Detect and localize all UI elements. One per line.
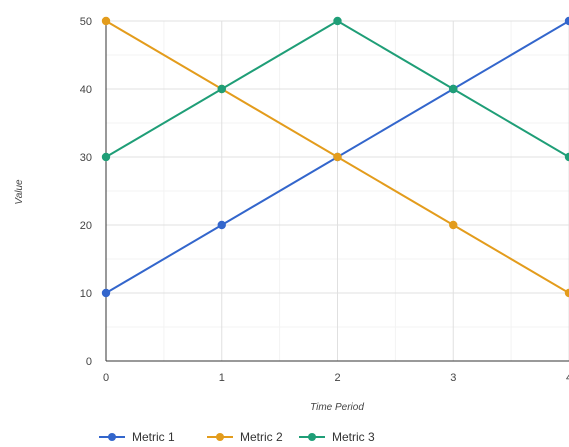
legend-marker: [216, 433, 224, 441]
legend-marker: [108, 433, 116, 441]
data-point: [217, 220, 226, 230]
y-tick-label: 20: [80, 220, 92, 232]
x-tick-label: 2: [334, 372, 340, 384]
data-point: [449, 84, 458, 94]
y-tick-labels: 0 10 20 30 40 50: [80, 16, 92, 368]
legend-label: Metric 3: [332, 430, 375, 444]
x-axis-title: Time Period: [310, 402, 364, 413]
data-point: [564, 152, 569, 162]
y-tick-label: 30: [80, 152, 92, 164]
x-tick-labels: 0 1 2 3 4: [103, 372, 569, 384]
y-tick-label: 50: [80, 16, 92, 28]
data-point: [101, 152, 111, 162]
x-tick-label: 1: [219, 372, 225, 384]
y-axis-title: Value: [14, 179, 25, 205]
y-tick-label: 10: [80, 288, 92, 300]
y-tick-label: 0: [86, 356, 92, 368]
legend-item: Metric 3: [299, 430, 375, 444]
legend: Metric 1 Metric 2 Metric 3: [99, 430, 375, 444]
x-tick-label: 4: [566, 372, 569, 384]
axes: [105, 21, 569, 362]
data-point: [101, 16, 111, 26]
legend-item: Metric 2: [207, 430, 283, 444]
legend-item: Metric 1: [99, 430, 175, 444]
data-point: [564, 16, 569, 26]
data-point: [333, 16, 342, 26]
series-3: [101, 16, 569, 162]
series-layer: [101, 16, 569, 298]
data-point: [217, 84, 226, 94]
y-tick-label: 40: [80, 84, 92, 96]
data-point: [101, 288, 111, 298]
x-tick-label: 3: [450, 372, 456, 384]
data-point: [564, 288, 569, 298]
legend-label: Metric 1: [132, 430, 175, 444]
legend-marker: [308, 433, 316, 441]
x-tick-label: 0: [103, 372, 109, 384]
data-point: [449, 220, 458, 230]
data-point: [333, 152, 342, 162]
legend-label: Metric 2: [240, 430, 283, 444]
